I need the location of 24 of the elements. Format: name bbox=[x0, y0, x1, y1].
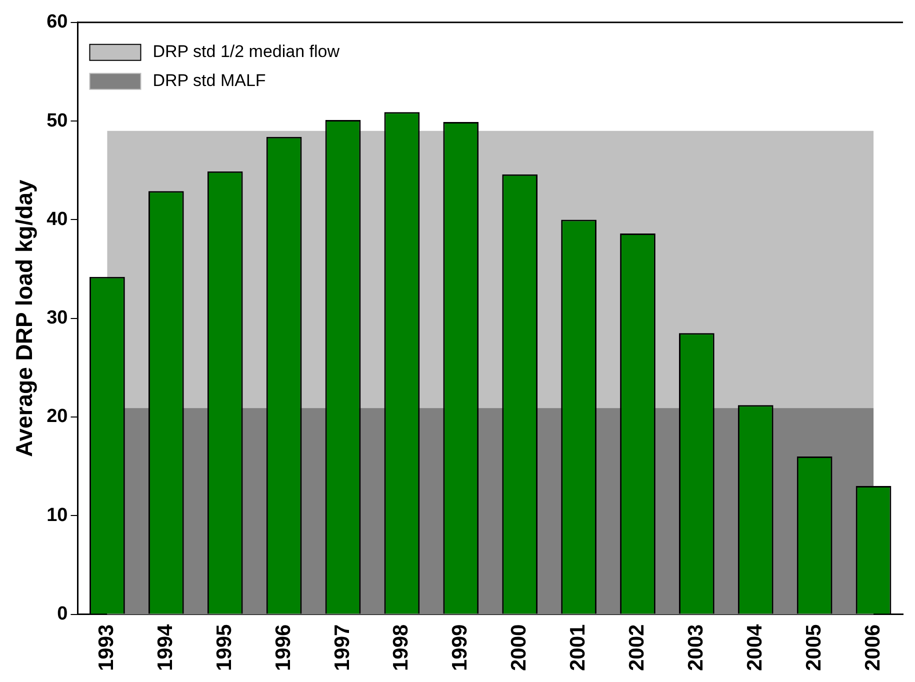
y-tick-label: 30 bbox=[46, 308, 68, 329]
y-tick-label: 40 bbox=[46, 208, 68, 230]
x-tick-label: 1997 bbox=[330, 624, 354, 671]
y-tick-label: 60 bbox=[46, 12, 68, 33]
x-tick-label: 1998 bbox=[390, 624, 413, 671]
y-tick-label: 0 bbox=[57, 604, 68, 625]
x-tick-label: 2000 bbox=[508, 624, 531, 671]
legend-label: DRP std 1/2 median flow bbox=[152, 42, 340, 62]
x-tick-label: 1999 bbox=[448, 624, 472, 671]
y-tick-label: 10 bbox=[46, 504, 68, 526]
x-tick-label: 2005 bbox=[802, 624, 826, 671]
x-tick-label: 2001 bbox=[566, 624, 590, 671]
x-tick-label: 1995 bbox=[212, 624, 236, 671]
x-tick-label: 2003 bbox=[684, 624, 708, 671]
y-axis-title: Average DRP load kg/day bbox=[11, 179, 38, 458]
x-tick-label: 2002 bbox=[626, 624, 649, 671]
x-tick-label: 1993 bbox=[95, 624, 118, 671]
x-tick-label: 1994 bbox=[154, 624, 177, 671]
y-tick-label: 20 bbox=[46, 406, 68, 428]
y-tick-label: 50 bbox=[46, 110, 68, 132]
legend-label: DRP std MALF bbox=[152, 71, 266, 90]
x-tick-label: 1996 bbox=[272, 624, 295, 671]
x-tick-label: 2006 bbox=[861, 624, 884, 671]
x-tick-label: 2004 bbox=[743, 624, 766, 671]
